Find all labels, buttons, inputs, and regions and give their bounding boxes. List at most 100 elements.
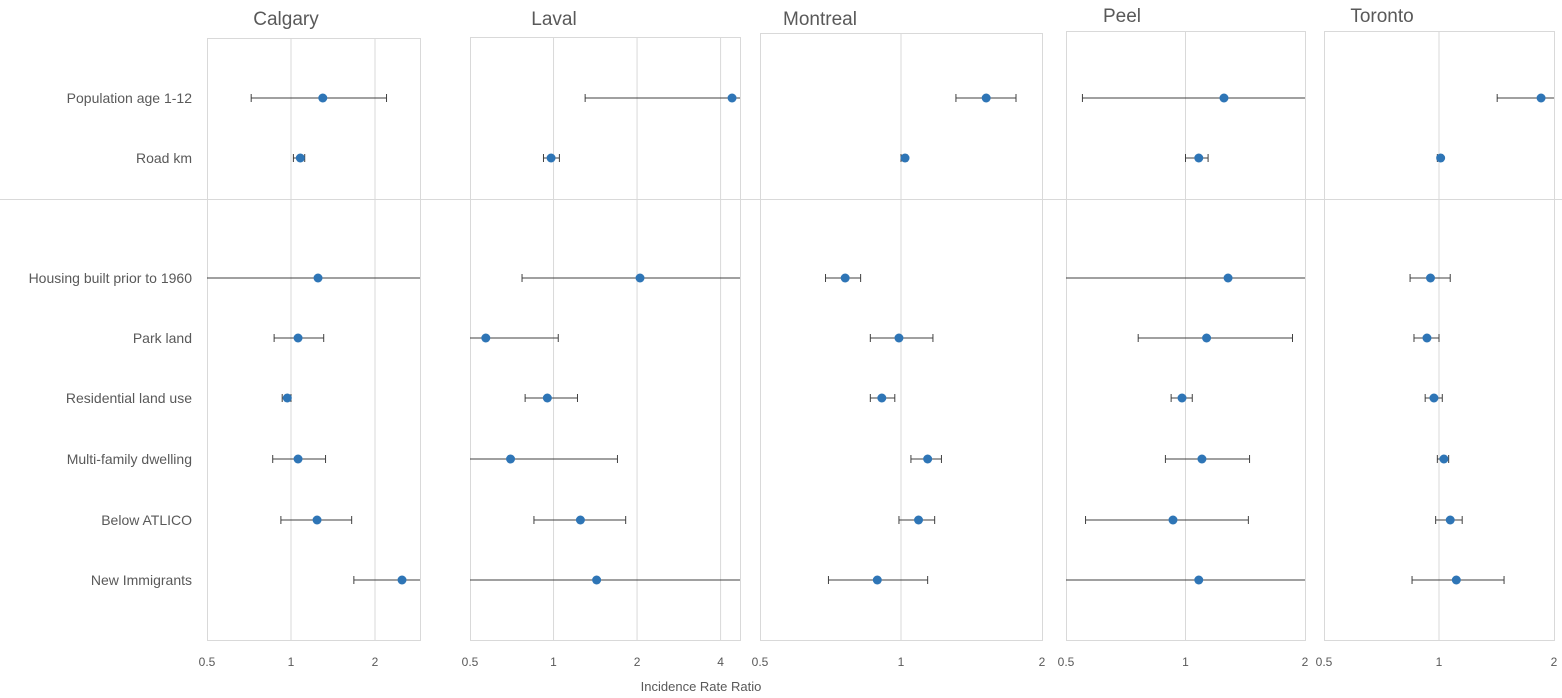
point-estimate (312, 515, 322, 525)
tick-label: 1 (898, 655, 905, 669)
estimate-below-atlico (533, 515, 627, 525)
estimate-residential-land-use (869, 393, 896, 403)
point-estimate (1536, 93, 1546, 103)
variable-label-housing-built-prior-to-1960: Housing built prior to 1960 (29, 270, 193, 286)
estimate-new-immigrants (1066, 575, 1305, 585)
estimate-park-land (1413, 333, 1440, 343)
estimate-new-immigrants (353, 575, 420, 585)
estimate-road-km (1185, 153, 1209, 163)
point-estimate (894, 333, 904, 343)
estimate-population-age-1-12 (955, 93, 1017, 103)
estimate-multi-family-dwelling (272, 454, 327, 464)
estimate-residential-land-use (281, 393, 292, 403)
x-axis-label: Incidence Rate Ratio (641, 679, 762, 694)
point-estimate (1429, 393, 1439, 403)
estimate-below-atlico (280, 515, 353, 525)
tick-label: 1 (1436, 655, 1443, 669)
point-estimate (727, 93, 737, 103)
estimate-new-immigrants (827, 575, 929, 585)
variable-labels: Population age 1-12 Road km Housing built … (29, 90, 193, 588)
point-estimate (575, 515, 585, 525)
point-estimate (295, 153, 305, 163)
estimate-housing-built-prior-to-1960 (1066, 273, 1305, 283)
variable-label-population-age-1-12: Population age 1-12 (67, 90, 193, 106)
point-estimate (1422, 333, 1432, 343)
point-estimate (282, 393, 292, 403)
panel-toronto: 0.5 1 2 Toronto (1316, 6, 1558, 669)
panel-title: Calgary (253, 9, 319, 30)
point-estimate (981, 93, 991, 103)
point-estimate (923, 454, 933, 464)
panel-calgary: 0.5 1 2 Calgary (199, 9, 421, 669)
estimate-population-age-1-12 (584, 93, 740, 103)
estimate-housing-built-prior-to-1960 (207, 273, 420, 283)
tick-label: 2 (1039, 655, 1046, 669)
estimate-new-immigrants (470, 575, 740, 585)
panel-title: Montreal (783, 9, 857, 30)
estimate-multi-family-dwelling (1436, 454, 1450, 464)
point-estimate (1194, 153, 1204, 163)
panel-peel: 0.5 1 2 Peel (1058, 6, 1309, 669)
tick-label: 0.5 (462, 655, 479, 669)
estimate-below-atlico (1085, 515, 1249, 525)
point-estimate (506, 454, 516, 464)
point-estimate (293, 333, 303, 343)
panel-title: Toronto (1350, 6, 1413, 27)
point-estimate (318, 93, 328, 103)
panel-title: Peel (1103, 6, 1141, 27)
point-estimate (1168, 515, 1178, 525)
estimate-road-km (292, 153, 306, 163)
point-estimate (1445, 515, 1455, 525)
tick-label: 1 (288, 655, 295, 669)
tick-label: 0.5 (1316, 655, 1333, 669)
panel-montreal: 0.5 1 2 Montreal (752, 9, 1046, 669)
estimate-population-age-1-12 (250, 93, 388, 103)
point-estimate (592, 575, 602, 585)
variable-label-new-immigrants: New Immigrants (91, 572, 192, 588)
point-estimate (914, 515, 924, 525)
point-estimate (542, 393, 552, 403)
estimate-road-km (900, 153, 910, 163)
point-estimate (1451, 575, 1461, 585)
tick-label: 1 (550, 655, 557, 669)
point-estimate (1439, 454, 1449, 464)
point-estimate (872, 575, 882, 585)
variable-label-park-land: Park land (133, 330, 192, 346)
point-estimate (635, 273, 645, 283)
variable-label-residential-land-use: Residential land use (66, 390, 192, 406)
variable-label-multi-family-dwelling: Multi-family dwelling (67, 451, 192, 467)
variable-label-road-km: Road km (136, 150, 192, 166)
tick-label: 0.5 (752, 655, 769, 669)
point-estimate (1425, 273, 1435, 283)
point-estimate (293, 454, 303, 464)
point-estimate (1202, 333, 1212, 343)
point-estimate (397, 575, 407, 585)
point-estimate (877, 393, 887, 403)
panel-frame (207, 38, 421, 641)
estimate-residential-land-use (1170, 393, 1193, 403)
panel-laval: 0.5 1 2 4 Laval (462, 9, 741, 669)
estimate-below-atlico (1435, 515, 1463, 525)
estimate-housing-built-prior-to-1960 (521, 273, 740, 283)
estimate-below-atlico (898, 515, 936, 525)
estimate-road-km (542, 153, 560, 163)
point-estimate (546, 153, 556, 163)
panel-frame (470, 37, 741, 641)
tick-label: 2 (1302, 655, 1309, 669)
tick-label: 2 (1551, 655, 1558, 669)
point-estimate (1197, 454, 1207, 464)
tick-label: 2 (372, 655, 379, 669)
point-estimate (313, 273, 323, 283)
estimate-population-age-1-12 (1496, 93, 1554, 103)
point-estimate (840, 273, 850, 283)
estimate-population-age-1-12 (1081, 93, 1305, 103)
point-estimate (1194, 575, 1204, 585)
estimate-multi-family-dwelling (910, 454, 942, 464)
point-estimate (1436, 153, 1446, 163)
tick-label: 2 (634, 655, 641, 669)
estimate-multi-family-dwelling (1164, 454, 1251, 464)
estimate-park-land (470, 333, 559, 343)
point-estimate (481, 333, 491, 343)
tick-label: 0.5 (199, 655, 216, 669)
